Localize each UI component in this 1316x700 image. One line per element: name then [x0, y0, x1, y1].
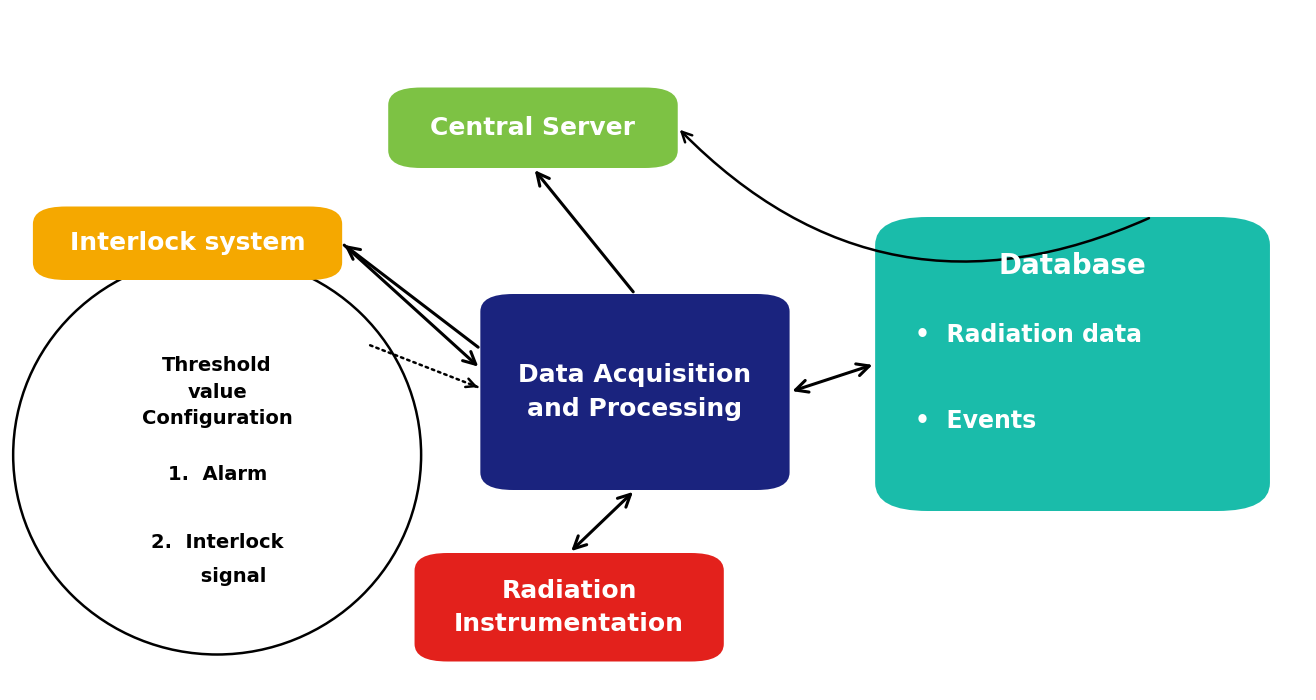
FancyBboxPatch shape [415, 553, 724, 662]
FancyBboxPatch shape [875, 217, 1270, 511]
FancyBboxPatch shape [388, 88, 678, 168]
Text: Database: Database [999, 252, 1146, 280]
FancyBboxPatch shape [480, 294, 790, 490]
Text: Interlock system: Interlock system [70, 231, 305, 255]
Text: 1.  Alarm

2.  Interlock
     signal: 1. Alarm 2. Interlock signal [151, 465, 283, 585]
Text: Threshold
value
Configuration: Threshold value Configuration [142, 356, 292, 428]
Text: •  Radiation data

•  Events: • Radiation data • Events [915, 323, 1141, 433]
Text: Radiation
Instrumentation: Radiation Instrumentation [454, 578, 684, 636]
FancyBboxPatch shape [33, 206, 342, 280]
Text: Data Acquisition
and Processing: Data Acquisition and Processing [519, 363, 751, 421]
Text: Central Server: Central Server [430, 116, 636, 140]
